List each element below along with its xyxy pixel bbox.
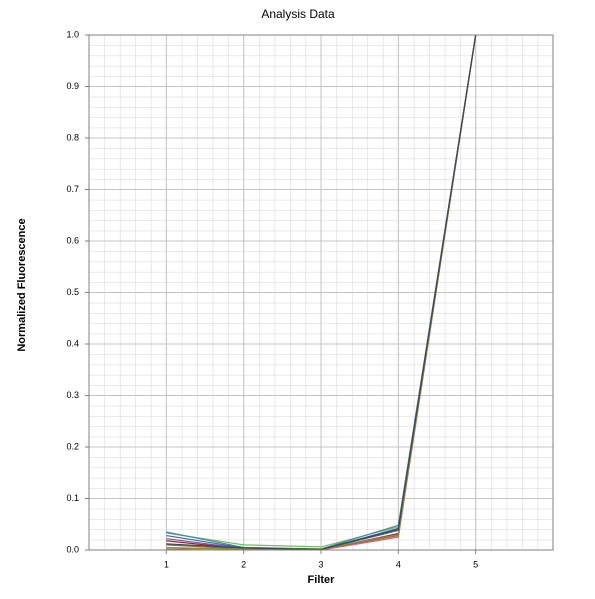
- chart-title: Analysis Data: [261, 7, 335, 21]
- y-tick-label: 0.6: [66, 235, 79, 245]
- y-tick-label: 0.1: [66, 493, 79, 503]
- x-tick-label: 2: [241, 559, 246, 569]
- x-tick-label: 5: [473, 559, 478, 569]
- x-tick-label: 3: [318, 559, 323, 569]
- y-tick-label: 0.9: [66, 81, 79, 91]
- y-tick-label: 1.0: [66, 29, 79, 39]
- y-tick-label: 0.0: [66, 544, 79, 554]
- x-tick-label: 4: [396, 559, 401, 569]
- y-tick-label: 0.2: [66, 441, 79, 451]
- lines: [166, 35, 477, 550]
- x-axis-label: Filter: [308, 574, 336, 586]
- y-axis-label: Normalized Fluorescence: [16, 218, 28, 351]
- y-tick-label: 0.3: [66, 390, 79, 400]
- x-tick-label: 1: [164, 559, 169, 569]
- y-tick-label: 0.5: [66, 287, 79, 297]
- series-line: [166, 35, 477, 550]
- y-tick-label: 0.7: [66, 184, 79, 194]
- y-tick-label: 0.4: [66, 338, 79, 348]
- y-tick-label: 0.8: [66, 132, 79, 142]
